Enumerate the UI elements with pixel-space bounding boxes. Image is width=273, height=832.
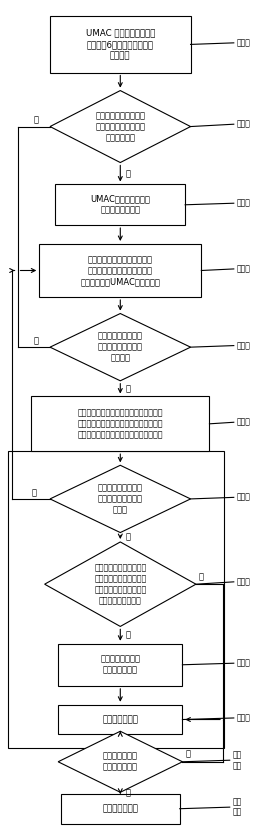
FancyBboxPatch shape — [58, 705, 182, 735]
Text: 判断位姿传感器所采集
的车体运行参数是否都
在安全范围内: 判断位姿传感器所采集 的车体运行参数是否都 在安全范围内 — [95, 111, 145, 142]
Text: 步骤一: 步骤一 — [236, 38, 250, 47]
Text: 否: 否 — [31, 488, 36, 498]
Text: 否: 否 — [34, 336, 39, 345]
Polygon shape — [44, 542, 196, 626]
Text: 是: 是 — [126, 631, 131, 640]
Text: 步骤
十一: 步骤 十一 — [232, 750, 242, 770]
Text: 是: 是 — [126, 384, 131, 394]
Text: 步骤六: 步骤六 — [236, 418, 250, 427]
Text: 步骤八: 步骤八 — [236, 577, 250, 587]
Polygon shape — [50, 91, 191, 162]
Text: 步骤十: 步骤十 — [236, 714, 250, 722]
Text: 步骤
十二: 步骤 十二 — [232, 797, 242, 817]
Polygon shape — [50, 465, 191, 532]
FancyBboxPatch shape — [58, 644, 182, 686]
Text: 否: 否 — [126, 169, 131, 178]
Text: 判断轮式移动机器人
当前的运行环境是否
有斜坡: 判断轮式移动机器人 当前的运行环境是否 有斜坡 — [98, 483, 143, 514]
Text: 是: 是 — [126, 789, 131, 798]
FancyBboxPatch shape — [31, 396, 209, 451]
FancyBboxPatch shape — [50, 17, 191, 72]
Text: UMAC 运动控制器上电启
动，接收6个伺服电机的电机
运转指令: UMAC 运动控制器上电启 动，接收6个伺服电机的电机 运转指令 — [86, 29, 155, 60]
Text: 机器人继续运行: 机器人继续运行 — [102, 715, 138, 724]
Text: 否: 否 — [199, 572, 204, 581]
Text: UMAC运动控制器控制
伺服电机停止运行: UMAC运动控制器控制 伺服电机停止运行 — [90, 195, 150, 215]
FancyBboxPatch shape — [55, 185, 185, 225]
FancyBboxPatch shape — [39, 244, 201, 297]
Text: 是: 是 — [34, 116, 39, 125]
Text: 进行爬坡运行，通过位姿
传感器实施采集车体姿态
参数，判断机器人是否具
会发生侧翻或是倾翻: 进行爬坡运行，通过位姿 传感器实施采集车体姿态 参数，判断机器人是否具 会发生侧… — [94, 563, 146, 606]
Polygon shape — [58, 731, 182, 792]
Text: 步骤三: 步骤三 — [236, 199, 250, 208]
Text: 判断轮式移动机器人
当前的运行环境是否
有障碍物: 判断轮式移动机器人 当前的运行环境是否 有障碍物 — [98, 332, 143, 363]
FancyBboxPatch shape — [61, 794, 180, 824]
Text: 机器人按原路后退
之爬坡起始位置: 机器人按原路后退 之爬坡起始位置 — [100, 655, 140, 675]
Text: 是: 是 — [126, 532, 131, 542]
Text: 否: 否 — [185, 750, 190, 759]
Text: 步骤二: 步骤二 — [236, 120, 250, 129]
Text: 判断是否有机器
人行走结束指令: 判断是否有机器 人行走结束指令 — [103, 752, 138, 772]
Text: 根据摄像头和超声波传感器采集的障碍物
信息，前后转向电机控制转向机构运行使
车体完成转向功能，绕过障碍物继续运行: 根据摄像头和超声波传感器采集的障碍物 信息，前后转向电机控制转向机构运行使 车体… — [78, 409, 163, 439]
Text: 机器人停止行走: 机器人停止行走 — [102, 805, 138, 813]
Text: 步骤九: 步骤九 — [236, 659, 250, 668]
Text: 步骤七: 步骤七 — [236, 493, 250, 502]
Text: 采集位姿传感器、摄像头和超
声波传感器的实时数进行融合
处理后反馈到UMAC运动控制器: 采集位姿传感器、摄像头和超 声波传感器的实时数进行融合 处理后反馈到UMAC运动… — [80, 255, 160, 286]
Text: 步骤四: 步骤四 — [236, 265, 250, 274]
Polygon shape — [50, 314, 191, 381]
Text: 步骤五: 步骤五 — [236, 341, 250, 350]
